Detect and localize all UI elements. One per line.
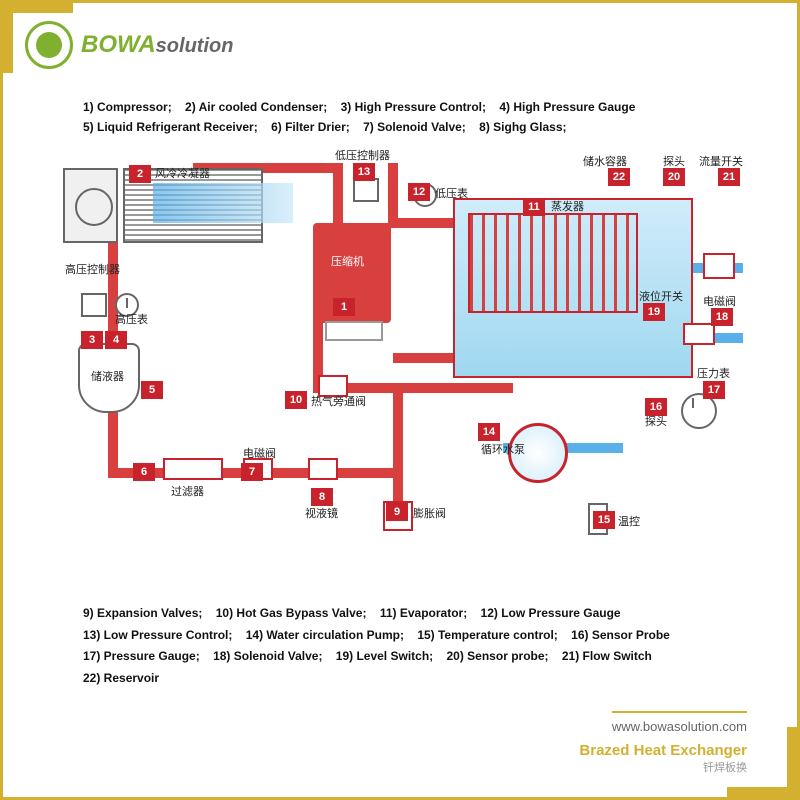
logo-text: BOWAsolution xyxy=(81,31,233,59)
lbl-sol2: 电磁阀 xyxy=(703,293,736,309)
legend-item: 20) Sensor probe; xyxy=(447,649,549,663)
badge-8: 8 xyxy=(311,488,333,506)
legend-item: 10) Hot Gas Bypass Valve; xyxy=(216,606,367,620)
legend-item: 18) Solenoid Valve; xyxy=(213,649,322,663)
lbl-condenser: 风冷冷凝器 xyxy=(155,165,210,181)
badge-10: 10 xyxy=(285,391,307,409)
lbl-byp: 热气旁通阀 xyxy=(311,393,366,409)
legend-item: 5) Liquid Refrigerant Receiver; xyxy=(83,120,258,134)
badge-2: 2 xyxy=(129,165,151,183)
lbl-hpg: 高压表 xyxy=(115,311,148,327)
legend-item: 16) Sensor Probe xyxy=(571,628,670,642)
refrigeration-diagram: 1 2 3 4 5 6 7 8 9 10 11 12 13 14 15 16 1… xyxy=(63,143,743,593)
sight-glass xyxy=(308,458,338,480)
legend-item: 12) Low Pressure Gauge xyxy=(481,606,621,620)
product-frame: BOWAsolution 1) Compressor; 2) Air coole… xyxy=(0,0,800,800)
legend-item: 2) Air cooled Condenser; xyxy=(185,100,327,114)
lbl-res: 储水容器 xyxy=(583,153,627,169)
brand-main: BOWA xyxy=(81,31,156,58)
legend-item: 8) Sighg Glass; xyxy=(479,120,566,134)
lbl-comp: 压缩机 xyxy=(331,253,364,269)
badge-18: 18 xyxy=(711,308,733,326)
product-name-cn: 钎焊板换 xyxy=(579,759,747,775)
legend-item: 9) Expansion Valves; xyxy=(83,606,202,620)
badge-5: 5 xyxy=(141,381,163,399)
website-url: www.bowasolution.com xyxy=(612,711,747,734)
lbl-temp: 温控 xyxy=(618,513,640,529)
lbl-evap: 蒸发器 xyxy=(551,198,584,214)
fan-icon xyxy=(63,168,118,243)
legend-bottom: 9) Expansion Valves; 10) Hot Gas Bypass … xyxy=(83,603,717,689)
badge-13: 13 xyxy=(353,163,375,181)
badge-17: 17 xyxy=(703,381,725,399)
logo-icon xyxy=(25,21,73,69)
legend-item: 13) Low Pressure Control; xyxy=(83,628,232,642)
product-name: Brazed Heat Exchanger xyxy=(579,742,747,759)
hp-control xyxy=(81,293,107,317)
airflow-arrows xyxy=(153,183,293,223)
legend-item: 21) Flow Switch xyxy=(562,649,652,663)
legend-item: 1) Compressor; xyxy=(83,100,172,114)
legend-item: 19) Level Switch; xyxy=(336,649,433,663)
lbl-level: 液位开关 xyxy=(639,288,683,304)
legend-item: 15) Temperature control; xyxy=(417,628,557,642)
logo: BOWAsolution xyxy=(25,21,233,69)
badge-6: 6 xyxy=(133,463,155,481)
legend-item: 6) Filter Drier; xyxy=(271,120,350,134)
badge-22: 22 xyxy=(608,168,630,186)
badge-11: 11 xyxy=(523,198,545,216)
lbl-recv: 储液器 xyxy=(91,368,124,384)
flow-switch-icon xyxy=(703,253,735,279)
lbl-pg: 压力表 xyxy=(697,365,730,381)
legend-item: 7) Solenoid Valve; xyxy=(363,120,466,134)
legend-item: 4) High Pressure Gauge xyxy=(499,100,635,114)
lbl-exp: 膨胀阀 xyxy=(413,505,446,521)
legend-item: 11) Evaporator; xyxy=(380,606,467,620)
filter-drier xyxy=(163,458,223,480)
badge-4: 4 xyxy=(105,331,127,349)
badge-15: 15 xyxy=(593,511,615,529)
footer: www.bowasolution.com Brazed Heat Exchang… xyxy=(579,711,747,775)
lbl-filter: 过滤器 xyxy=(171,483,204,499)
legend-top: 1) Compressor; 2) Air cooled Condenser; … xyxy=(83,97,717,138)
badge-14: 14 xyxy=(478,423,500,441)
lbl-sight: 视液镜 xyxy=(305,505,338,521)
lbl-sol: 电磁阀 xyxy=(243,445,276,461)
lbl-flow: 流量开关 xyxy=(699,153,743,169)
badge-3: 3 xyxy=(81,331,103,349)
badge-20: 20 xyxy=(663,168,685,186)
badge-7: 7 xyxy=(241,463,263,481)
lbl-lpc: 低压控制器 xyxy=(335,147,390,163)
badge-21: 21 xyxy=(718,168,740,186)
legend-item: 14) Water circulation Pump; xyxy=(246,628,404,642)
legend-item: 17) Pressure Gauge; xyxy=(83,649,200,663)
lp-control xyxy=(353,178,379,202)
badge-12: 12 xyxy=(408,183,430,201)
legend-item: 22) Reservoir xyxy=(83,671,159,685)
brand-sub: solution xyxy=(156,35,234,57)
pipe xyxy=(388,163,398,223)
badge-9: 9 xyxy=(386,503,408,521)
solenoid2 xyxy=(683,323,715,345)
pipe xyxy=(393,383,403,513)
lbl-hpctrl: 高压控制器 xyxy=(65,261,120,277)
legend-item: 3) High Pressure Control; xyxy=(341,100,486,114)
lbl-probe2: 探头 xyxy=(663,153,685,169)
lbl-lpg: 低压表 xyxy=(435,185,468,201)
evaporator xyxy=(468,213,638,313)
badge-19: 19 xyxy=(643,303,665,321)
badge-1: 1 xyxy=(333,298,355,316)
lbl-pump: 循环水泵 xyxy=(481,441,525,457)
lbl-probe: 探头 xyxy=(645,413,667,429)
